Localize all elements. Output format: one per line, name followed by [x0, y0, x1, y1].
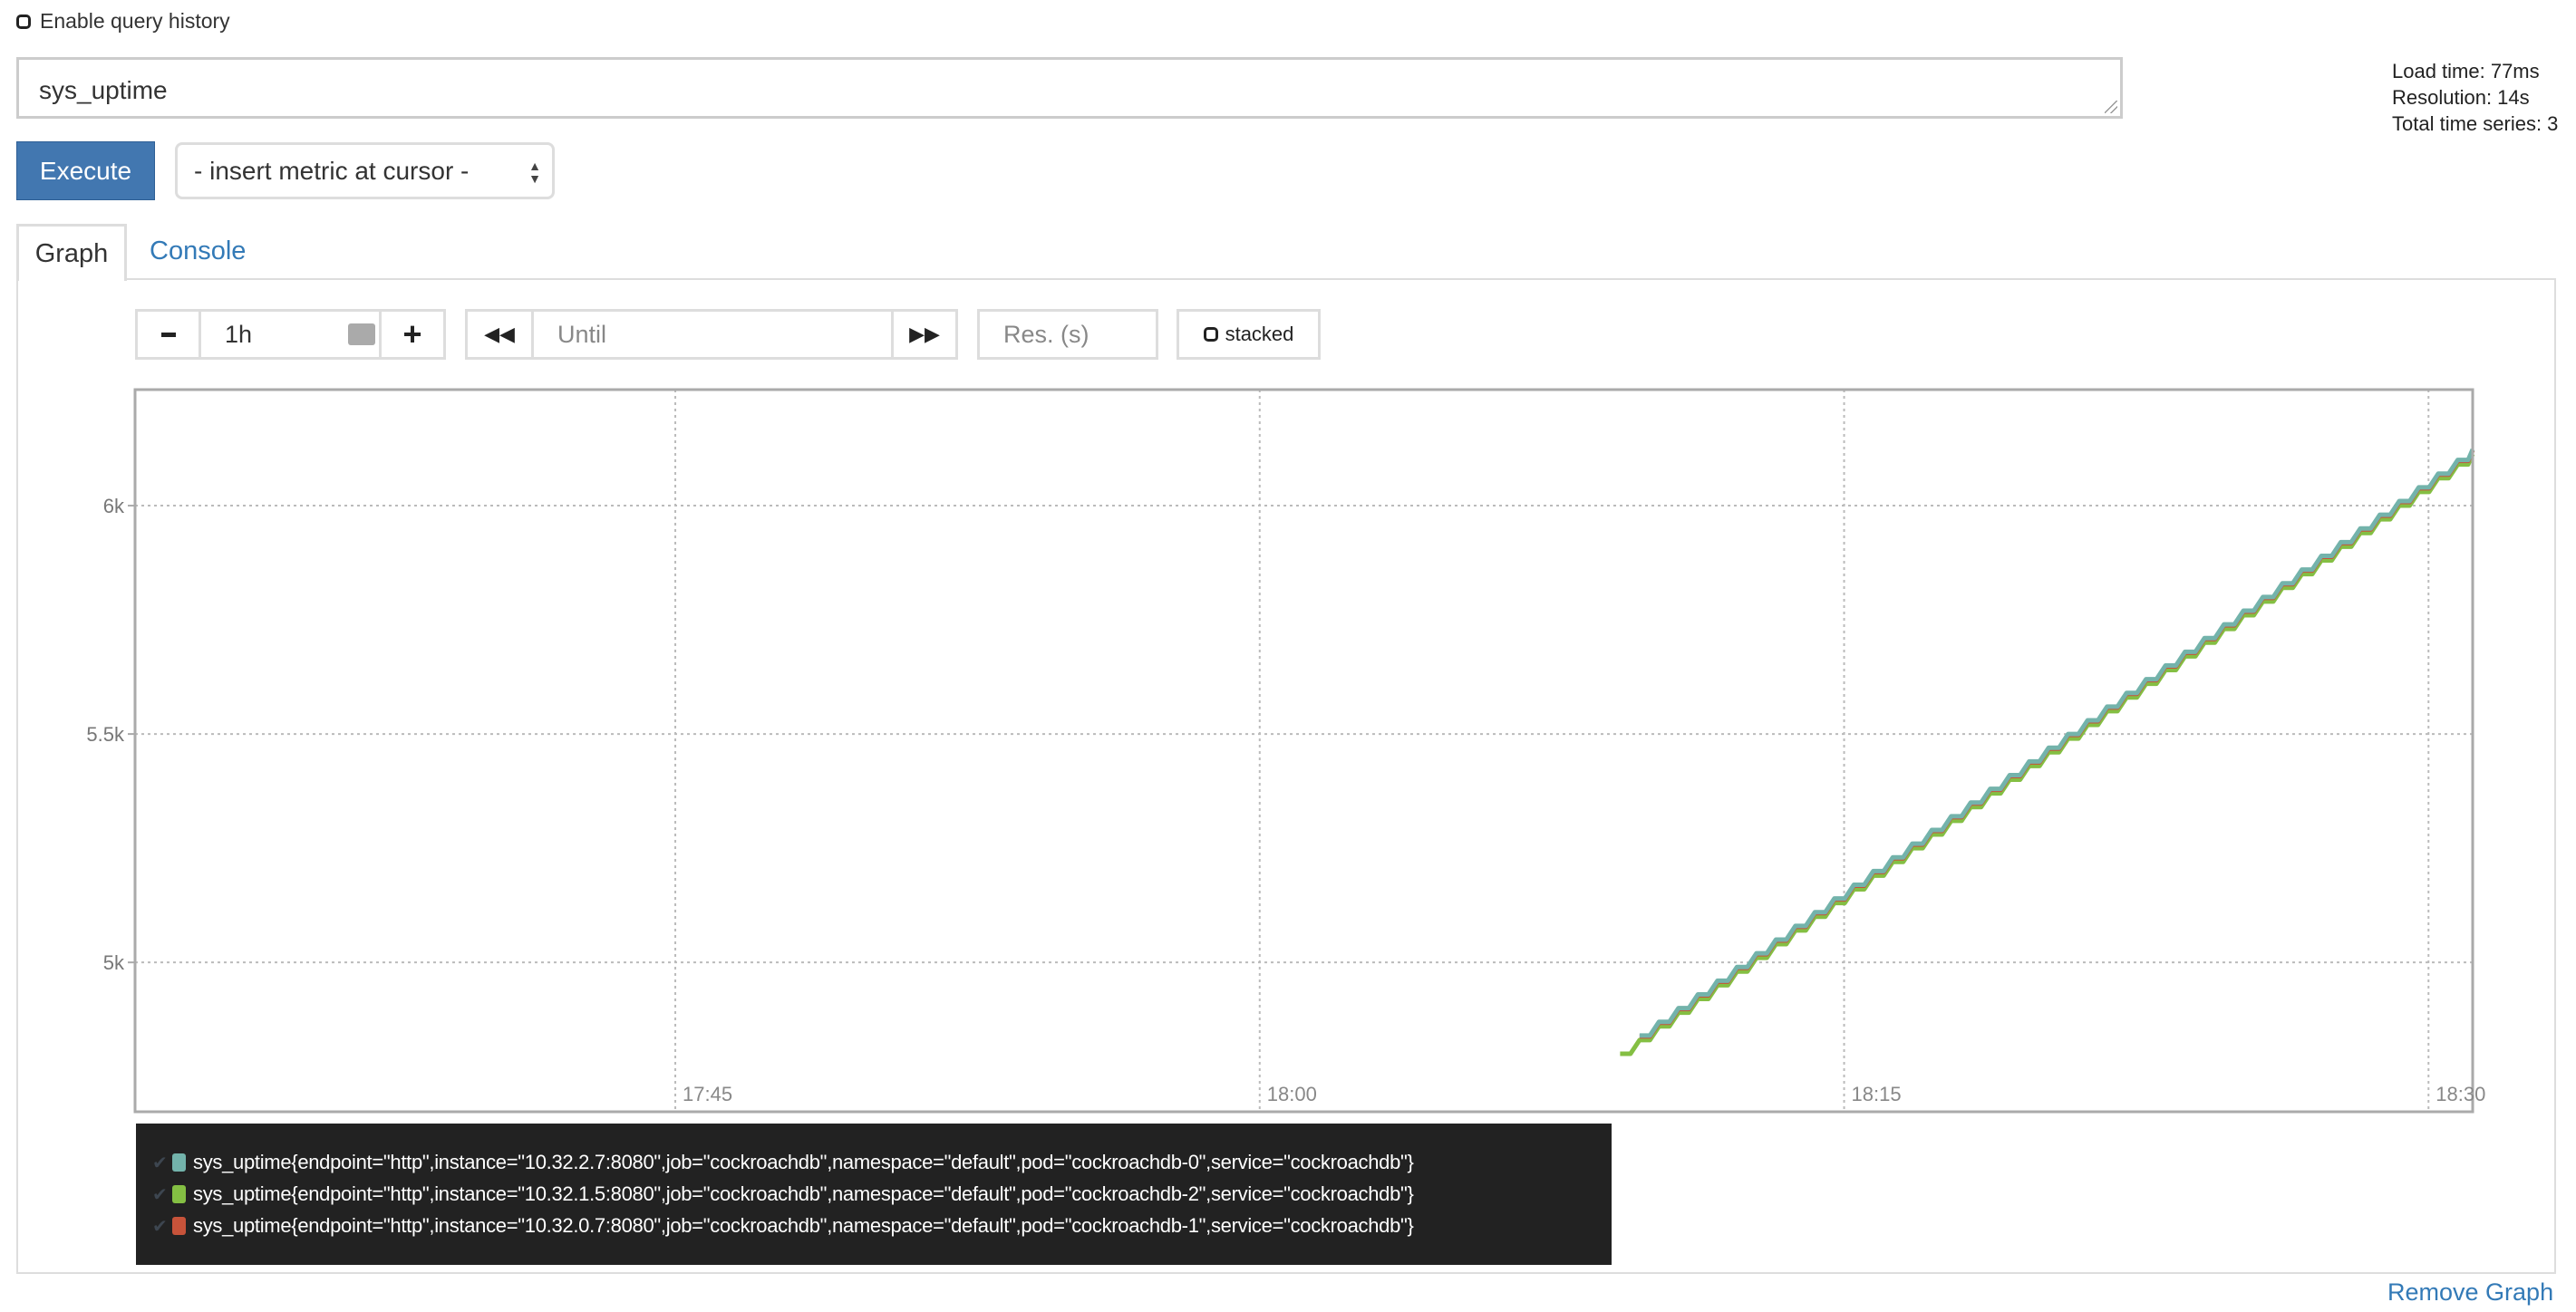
series-line-cockroachdb-1 — [1639, 449, 2475, 1039]
series-swatch — [172, 1153, 186, 1172]
expression-value: sys_uptime — [39, 76, 168, 104]
load-time: Load time: 77ms — [2392, 60, 2540, 82]
until-placeholder: Until — [557, 320, 607, 348]
insert-metric-value: - insert metric at cursor - — [194, 156, 470, 185]
stacked-checkbox — [1203, 327, 1218, 342]
check-icon: ✔ — [152, 1153, 168, 1173]
enable-query-history[interactable]: Enable query history — [16, 9, 230, 34]
minus-icon — [160, 332, 176, 337]
y-tick-label: 6k — [103, 495, 125, 517]
resolution-input[interactable]: Res. (s) — [977, 309, 1158, 360]
query-stats: Load time: 77ms Resolution: 14s Total ti… — [2392, 58, 2558, 137]
x-tick-label: 18:30 — [2436, 1083, 2485, 1105]
legend-label: sys_uptime{endpoint="http",instance="10.… — [193, 1214, 1414, 1237]
series-swatch — [172, 1217, 186, 1235]
increase-range-button[interactable]: + — [379, 309, 446, 360]
insert-metric-select[interactable]: - insert metric at cursor - ▲ ▼ — [175, 142, 555, 199]
legend-label: sys_uptime{endpoint="http",instance="10.… — [193, 1151, 1414, 1173]
graph-panel — [16, 278, 2556, 1274]
x-tick-label: 17:45 — [683, 1083, 732, 1105]
graph-legend: ✔ sys_uptime{endpoint="http",instance="10… — [136, 1124, 1612, 1265]
resolution-placeholder: Res. (s) — [1003, 320, 1089, 348]
tab-console[interactable]: Console — [150, 236, 247, 265]
check-icon: ✔ — [152, 1184, 168, 1205]
tab-graph[interactable]: Graph — [16, 224, 127, 281]
series-line-cockroachdb-0 — [1639, 449, 2475, 1038]
remove-graph-link[interactable]: Remove Graph — [2387, 1278, 2554, 1306]
forward-button[interactable]: ▶▶ — [891, 309, 958, 360]
legend-item[interactable]: ✔ sys_uptime{endpoint="http",instance="10… — [152, 1182, 1414, 1206]
total-time-series: Total time series: 3 — [2392, 112, 2559, 135]
y-tick-label: 5.5k — [86, 723, 125, 746]
resolution: Resolution: 14s — [2392, 86, 2530, 109]
expression-input[interactable]: sys_uptime — [16, 57, 2123, 119]
legend-item[interactable]: ✔ sys_uptime{endpoint="http",instance="10… — [152, 1214, 1414, 1238]
plot-frame — [133, 388, 2474, 1114]
query-history-label: Enable query history — [40, 9, 230, 33]
stacked-label: stacked — [1225, 323, 1294, 345]
x-tick-label: 18:15 — [1852, 1083, 1902, 1105]
x-tick-label: 18:00 — [1267, 1083, 1317, 1105]
legend-item[interactable]: ✔ sys_uptime{endpoint="http",instance="10… — [152, 1151, 1414, 1174]
legend-label: sys_uptime{endpoint="http",instance="10.… — [193, 1182, 1414, 1205]
series-swatch — [172, 1185, 186, 1203]
calendar-icon[interactable] — [348, 323, 375, 345]
forward-icon: ▶▶ — [909, 323, 940, 345]
backward-icon: ◀◀ — [484, 323, 515, 345]
plus-icon: + — [402, 315, 422, 352]
execute-button[interactable]: Execute — [16, 141, 155, 200]
stacked-toggle[interactable]: stacked — [1177, 309, 1321, 360]
resize-handle-icon[interactable] — [2105, 101, 2117, 113]
check-icon: ✔ — [152, 1216, 168, 1237]
select-arrows-icon: ▲ ▼ — [528, 159, 541, 186]
y-tick-label: 5k — [103, 951, 125, 974]
query-history-checkbox[interactable] — [16, 14, 31, 29]
range-value: 1h — [225, 320, 253, 348]
until-input[interactable]: Until — [531, 309, 894, 360]
